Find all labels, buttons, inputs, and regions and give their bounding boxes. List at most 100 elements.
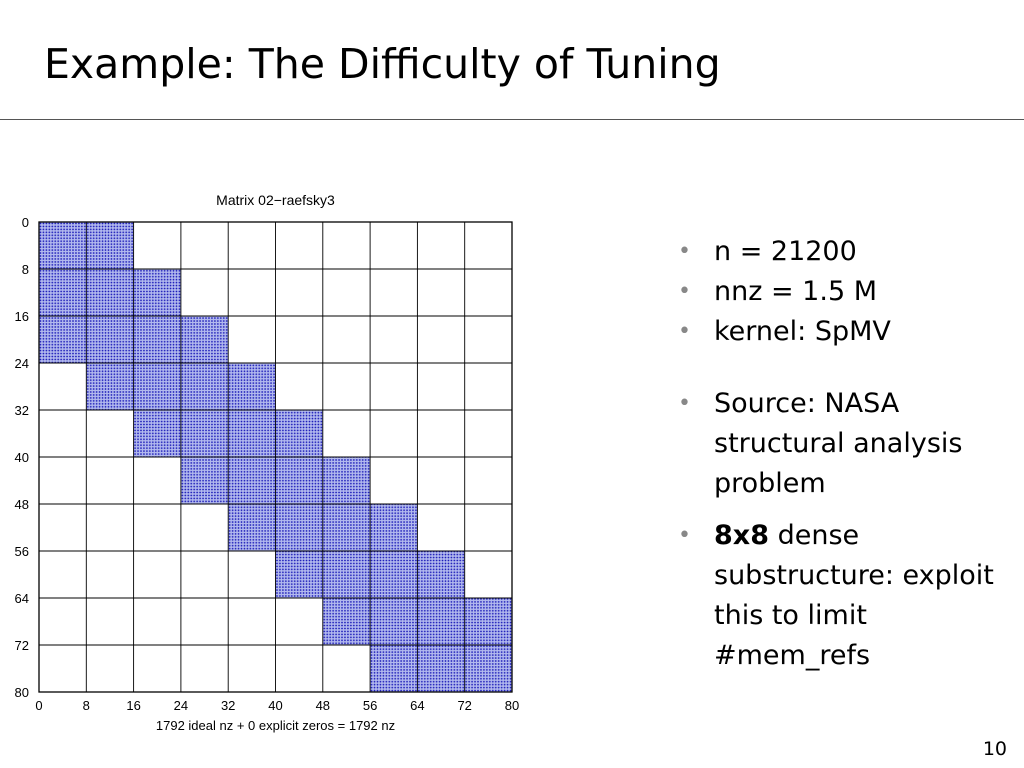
block-dots: [228, 504, 276, 551]
bullet-text: kernel: SpMV: [714, 316, 891, 347]
block-dots: [370, 645, 418, 692]
y-tick-label: 56: [15, 544, 29, 559]
block-dots: [133, 363, 181, 410]
bullet-dot-icon: •: [678, 523, 691, 548]
block-dots: [39, 269, 87, 316]
block-dots: [322, 457, 371, 504]
bullet-list: • n = 21200 • nnz = 1.5 M • kernel: SpMV • S…: [678, 232, 1008, 676]
bullet-text: nnz = 1.5 M: [714, 276, 878, 307]
slide-title: Example: The Difficulty of Tuning: [44, 40, 721, 88]
matrix-block: [228, 457, 276, 504]
bullet-dot-icon: •: [678, 279, 691, 304]
x-tick-label: 8: [83, 698, 90, 713]
block-dots: [180, 410, 229, 457]
matrix-block: [464, 645, 512, 692]
block-dots: [133, 316, 181, 363]
block-dots: [417, 645, 465, 692]
y-tick-label: 64: [15, 591, 29, 606]
matrix-block: [370, 551, 418, 598]
matrix-block: [133, 410, 181, 457]
bullet-dot-icon: •: [678, 391, 691, 416]
matrix-block: [39, 316, 87, 363]
matrix-block: [39, 269, 87, 316]
matrix-block: [228, 504, 276, 551]
x-axis-label: 1792 ideal nz + 0 explicit zeros = 1792 …: [156, 718, 395, 733]
block-dots: [86, 222, 134, 269]
x-tick-label: 24: [174, 698, 188, 713]
title-divider: [0, 119, 1024, 120]
matrix-block: [275, 504, 323, 551]
block-dots: [228, 457, 276, 504]
block-dots: [133, 410, 181, 457]
block-dots: [322, 551, 371, 598]
block-dots: [180, 363, 229, 410]
bullet-dot-icon: •: [678, 239, 691, 264]
bullet-dot-icon: •: [678, 319, 691, 344]
x-tick-label: 0: [35, 698, 42, 713]
block-dots: [275, 410, 323, 457]
plot-frame: [38, 221, 513, 693]
matrix-block: [39, 222, 87, 269]
bullet-text: dense substructure: exploit this to limi…: [714, 520, 994, 671]
matrix-block: [370, 504, 418, 551]
matrix-block: [180, 316, 229, 363]
bullet-text: Source: NASA structural analysis problem: [714, 388, 963, 499]
y-tick-label: 48: [15, 497, 29, 512]
block-dots: [39, 316, 87, 363]
block-dots: [86, 269, 134, 316]
matrix-block: [417, 551, 465, 598]
matrix-block: [275, 551, 323, 598]
matrix-block: [133, 363, 181, 410]
block-dots: [370, 504, 418, 551]
block-dots: [370, 551, 418, 598]
matrix-block: [322, 457, 371, 504]
matrix-block: [180, 410, 229, 457]
block-dots: [39, 222, 87, 269]
x-tick-label: 80: [505, 698, 519, 713]
bullet-kernel: • kernel: SpMV: [678, 312, 1008, 352]
y-tick-label: 40: [15, 450, 29, 465]
matrix-block: [180, 457, 229, 504]
bullet-bold-text: 8x8: [714, 520, 769, 551]
matrix-block: [86, 222, 134, 269]
x-tick-label: 16: [126, 698, 140, 713]
block-dots: [322, 504, 371, 551]
matrix-block: [86, 316, 134, 363]
block-dots: [370, 598, 418, 645]
matrix-block: [370, 645, 418, 692]
x-tick-label: 64: [410, 698, 424, 713]
y-tick-label: 72: [15, 638, 29, 653]
matrix-block: [417, 645, 465, 692]
matrix-block: [228, 410, 276, 457]
block-dots: [133, 269, 181, 316]
y-tick-label: 0: [22, 215, 29, 230]
block-dots: [417, 598, 465, 645]
block-dots: [464, 598, 512, 645]
matrix-block: [370, 598, 418, 645]
block-dots: [275, 457, 323, 504]
block-dots: [180, 457, 229, 504]
block-dots: [180, 316, 229, 363]
chart-title: Matrix 02−raefsky3: [216, 192, 335, 208]
matrix-block: [133, 316, 181, 363]
block-dots: [322, 598, 371, 645]
x-tick-label: 40: [268, 698, 282, 713]
block-dots: [86, 316, 134, 363]
x-tick-label: 48: [316, 698, 330, 713]
bullet-source: • Source: NASA structural analysis proble…: [678, 384, 1008, 504]
block-dots: [464, 645, 512, 692]
matrix-block: [275, 457, 323, 504]
x-tick-label: 72: [457, 698, 471, 713]
matrix-block: [180, 363, 229, 410]
x-tick-label: 32: [221, 698, 235, 713]
block-dots: [228, 410, 276, 457]
matrix-block: [275, 410, 323, 457]
matrix-block: [322, 551, 371, 598]
bullet-text: n = 21200: [714, 236, 857, 267]
matrix-block: [228, 363, 276, 410]
matrix-block: [464, 598, 512, 645]
block-dots: [275, 551, 323, 598]
y-tick-label: 24: [15, 356, 29, 371]
x-tick-label: 56: [363, 698, 377, 713]
